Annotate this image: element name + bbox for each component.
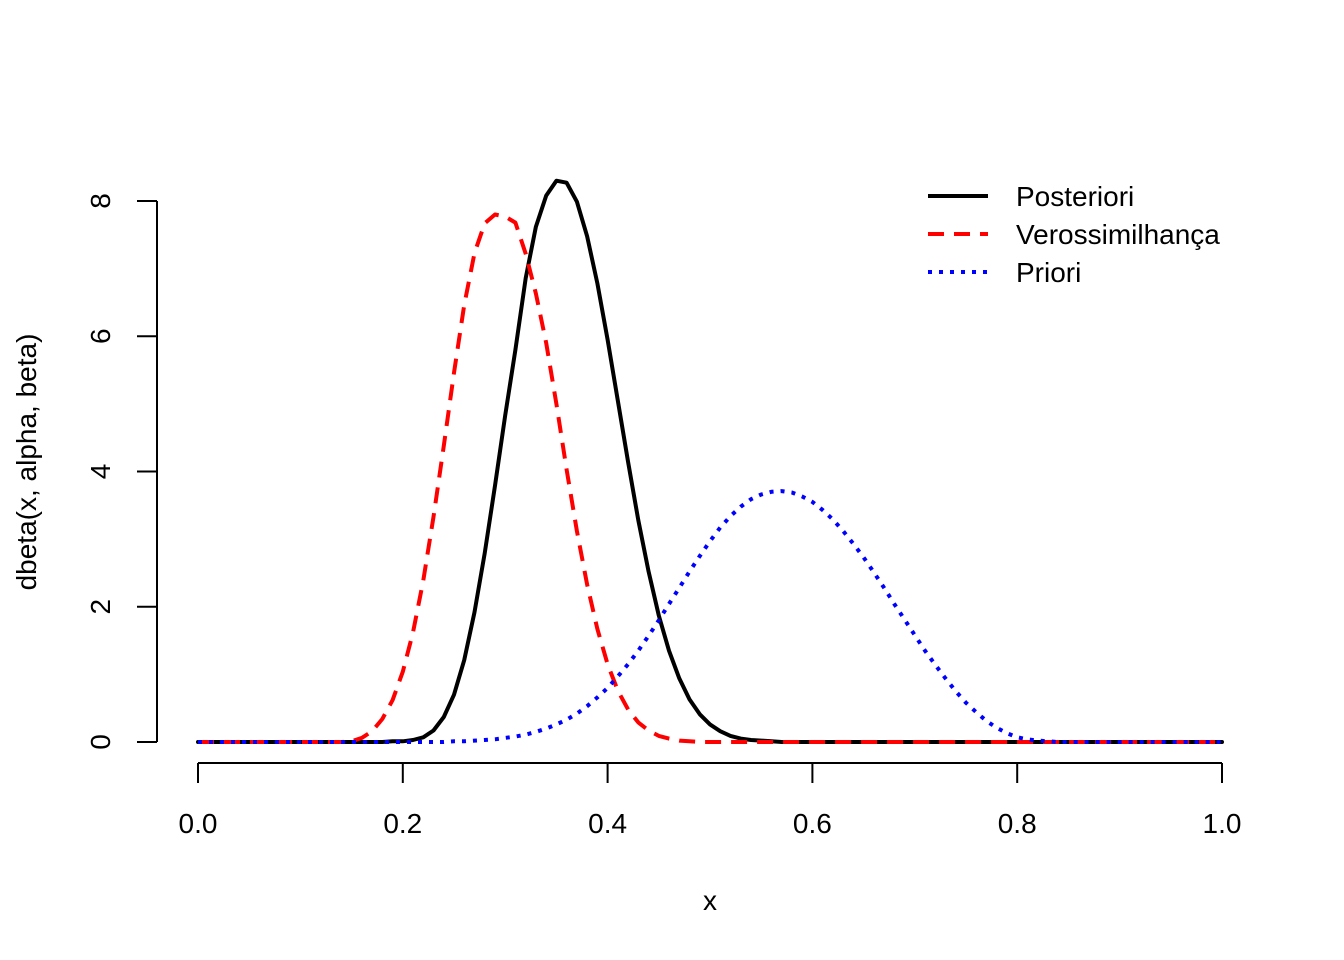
x-tick-label: 0.0 [179, 808, 218, 839]
legend-label: Posteriori [1016, 181, 1134, 212]
y-tick-label: 6 [85, 328, 116, 344]
y-tick-label: 0 [85, 734, 116, 750]
legend-label: Verossimilhança [1016, 219, 1220, 250]
series-line-verossimilhanca [198, 212, 1222, 744]
series-line-priori [198, 489, 1222, 744]
legend: Posteriori Verossimilhança Priori [928, 181, 1220, 288]
y-axis-title: dbeta(x, alpha, beta) [11, 334, 42, 591]
x-axis-title: x [703, 885, 717, 916]
x-tick-label: 0.8 [998, 808, 1037, 839]
x-tick-label: 0.4 [588, 808, 627, 839]
y-tick-label: 2 [85, 599, 116, 615]
x-axis: 0.0 0.2 0.4 0.6 0.8 1.0 [179, 762, 1242, 839]
y-axis: 0 2 4 6 8 [85, 193, 158, 750]
legend-label: Priori [1016, 257, 1081, 288]
y-tick-label: 4 [85, 464, 116, 480]
x-tick-label: 0.2 [383, 808, 422, 839]
x-tick-label: 0.6 [793, 808, 832, 839]
y-tick-label: 8 [85, 193, 116, 209]
series-layer [196, 178, 1224, 744]
x-tick-label: 1.0 [1203, 808, 1242, 839]
